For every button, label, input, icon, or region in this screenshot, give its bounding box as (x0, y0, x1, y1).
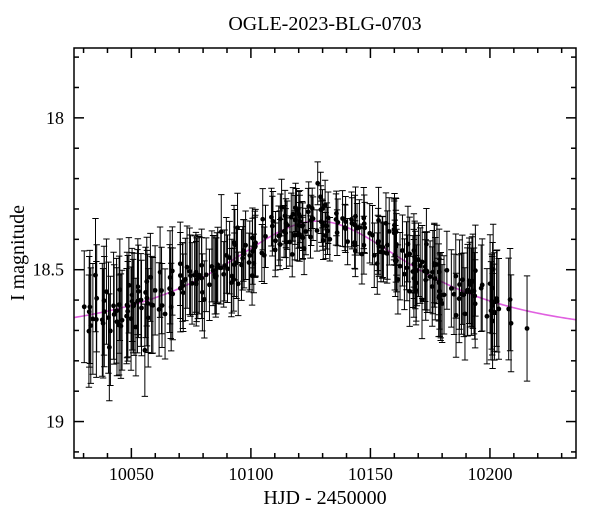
ytick-label: 18 (46, 108, 64, 128)
xtick-label: 10050 (109, 464, 154, 484)
xtick-label: 10200 (467, 464, 512, 484)
xtick-label: 10100 (228, 464, 273, 484)
xtick-label: 10150 (348, 464, 393, 484)
plot-title: OGLE-2023-BLG-0703 (228, 13, 421, 35)
ytick-label: 19 (46, 412, 64, 432)
x-axis-label: HJD - 2450000 (263, 487, 386, 509)
ytick-label: 18.5 (33, 260, 65, 280)
y-axis-label: I magnitude (7, 205, 29, 301)
axes-box (74, 48, 576, 458)
data-points (81, 162, 530, 401)
